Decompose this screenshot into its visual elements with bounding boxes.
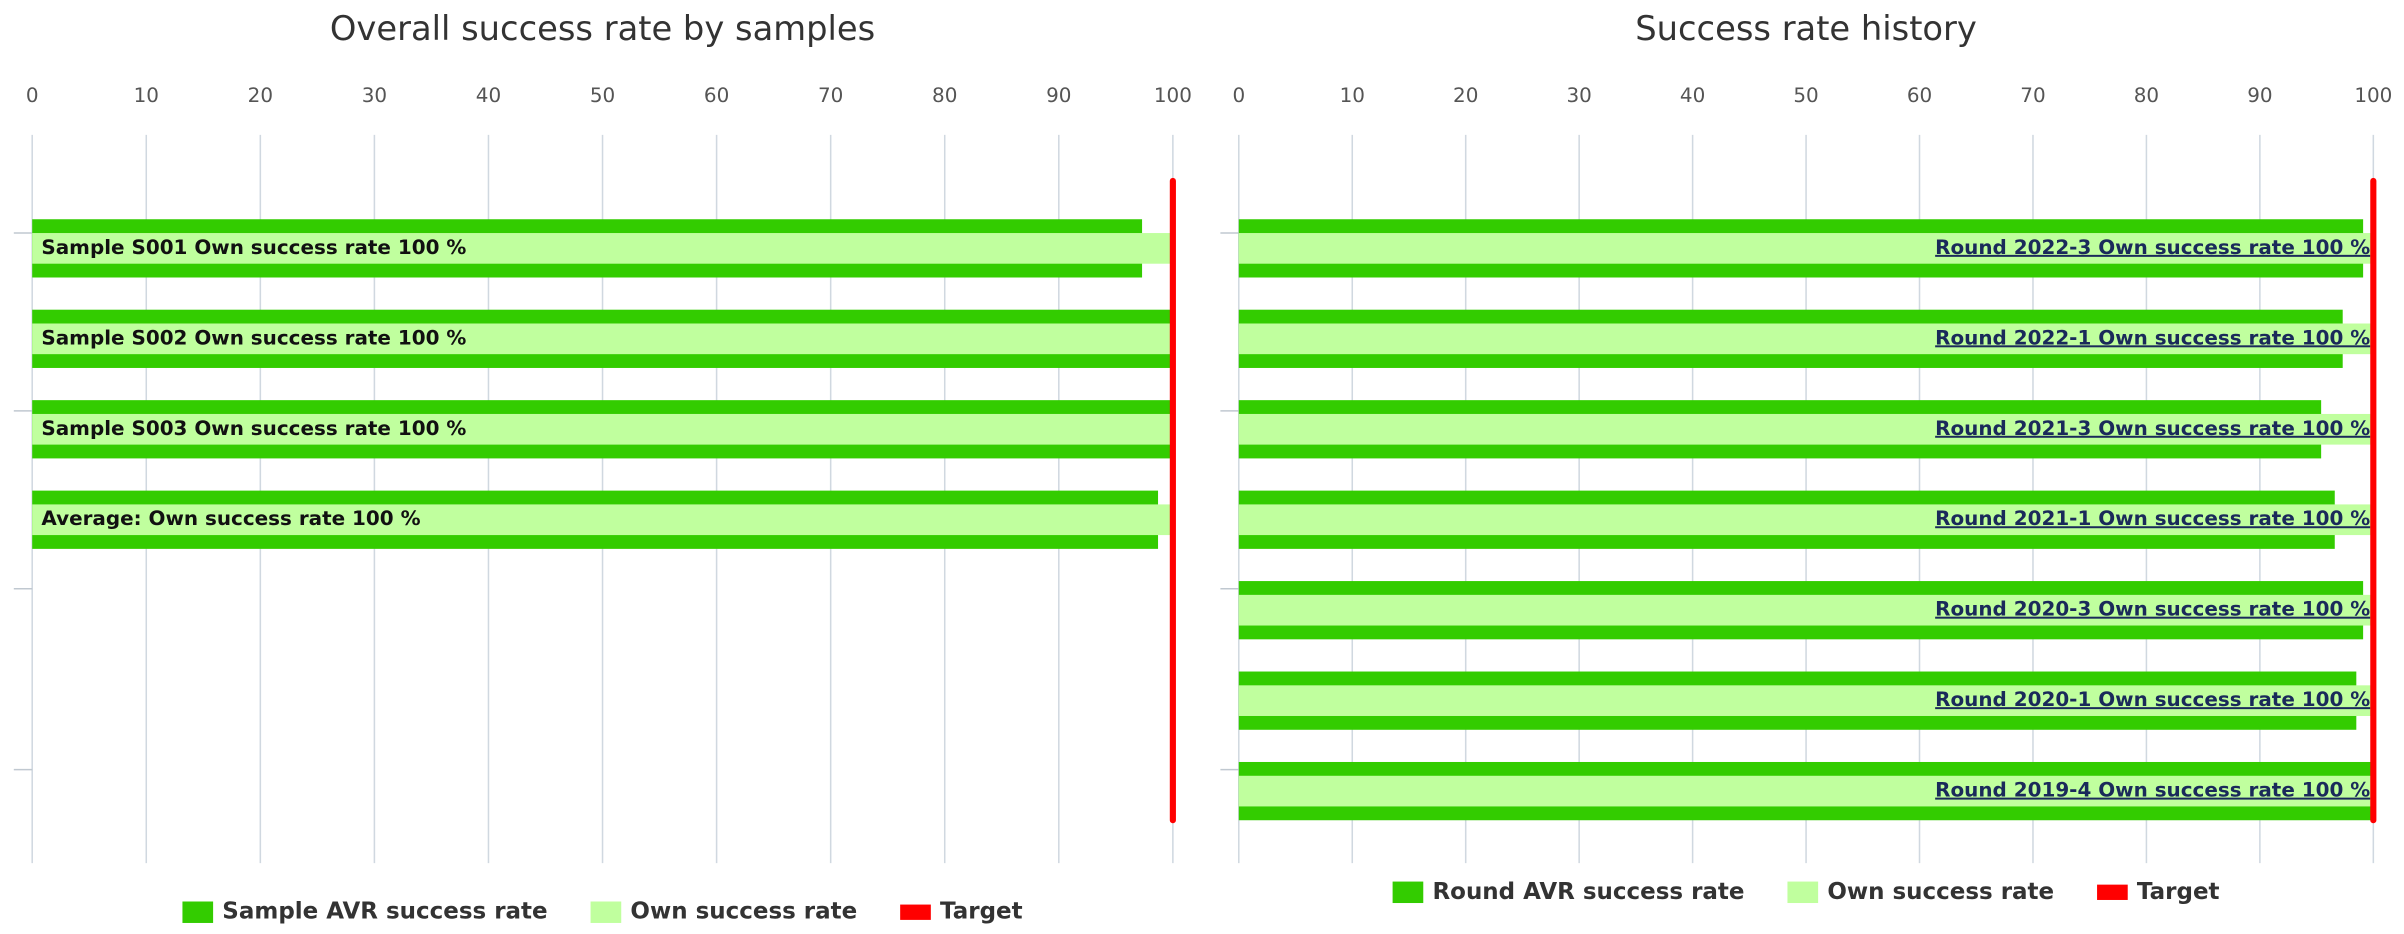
x-tick-label: 30 <box>1566 84 1591 107</box>
legend-swatch <box>590 901 622 923</box>
x-tick-label: 50 <box>590 84 615 107</box>
own-bar <box>1238 775 2374 807</box>
bar-label[interactable]: Round 2019-4 Own success rate 100 % <box>1935 779 2370 802</box>
own-bar <box>32 413 1173 445</box>
legend-swatch <box>1392 881 1424 904</box>
legend-label: Sample AVR success rate <box>222 899 547 925</box>
own-bar <box>32 323 1173 355</box>
legend-label: Round AVR success rate <box>1432 879 1744 905</box>
own-bar <box>1238 685 2374 716</box>
own-bar <box>1238 594 2374 626</box>
x-tick-label: 60 <box>704 84 729 107</box>
x-tick-label: 100 <box>2354 84 2392 107</box>
x-tick-label: 80 <box>2134 84 2159 107</box>
bar-label[interactable]: Round 2020-1 Own success rate 100 % <box>1935 688 2370 711</box>
x-tick-label: 40 <box>476 84 501 107</box>
x-tick-label: 10 <box>134 84 159 107</box>
bar-label[interactable]: Round 2021-3 Own success rate 100 % <box>1935 417 2370 440</box>
bar-label[interactable]: Round 2022-3 Own success rate 100 % <box>1935 236 2370 259</box>
x-tick-label: 70 <box>818 84 843 107</box>
x-tick-label: 80 <box>932 84 957 107</box>
x-tick-label: 90 <box>2247 84 2272 107</box>
x-tick-label: 30 <box>362 84 387 107</box>
legend-label: Target <box>2137 879 2220 905</box>
bar-label[interactable]: Round 2020-3 Own success rate 100 % <box>1935 598 2370 621</box>
x-tick-label: 20 <box>1453 84 1478 107</box>
x-tick-label: 70 <box>2020 84 2045 107</box>
legend-swatch <box>182 901 214 923</box>
x-tick-label: 40 <box>1680 84 1705 107</box>
x-tick-label: 60 <box>1907 84 1932 107</box>
legend-label: Own success rate <box>1827 879 2054 905</box>
bar-label[interactable]: Round 2021-1 Own success rate 100 % <box>1935 507 2370 530</box>
own-bar <box>32 233 1173 264</box>
own-bar <box>1238 233 2374 264</box>
legend-swatch <box>1787 881 1819 904</box>
bar-label: Sample S003 Own success rate 100 % <box>41 417 466 440</box>
bar-label: Average: Own success rate 100 % <box>41 507 420 530</box>
own-bar <box>1238 413 2374 445</box>
chart-title: Success rate history <box>1635 9 1977 48</box>
own-bar <box>1238 323 2374 355</box>
x-tick-label: 20 <box>248 84 273 107</box>
bar-label: Sample S001 Own success rate 100 % <box>41 236 466 259</box>
bar-label[interactable]: Round 2022-1 Own success rate 100 % <box>1935 326 2370 349</box>
legend-swatch <box>900 904 931 920</box>
legend-label: Own success rate <box>630 899 857 925</box>
legend-swatch <box>2097 884 2128 900</box>
own-bar <box>1238 504 2374 536</box>
x-tick-label: 100 <box>1154 84 1192 107</box>
x-tick-label: 50 <box>1793 84 1818 107</box>
x-tick-label: 0 <box>26 84 39 107</box>
own-bar <box>32 504 1173 536</box>
legend-label: Target <box>940 899 1023 925</box>
x-tick-label: 90 <box>1046 84 1071 107</box>
chart-title: Overall success rate by samples <box>330 9 875 48</box>
x-tick-label: 0 <box>1232 84 1245 107</box>
bar-label: Sample S002 Own success rate 100 % <box>41 326 466 349</box>
x-tick-label: 10 <box>1340 84 1365 107</box>
